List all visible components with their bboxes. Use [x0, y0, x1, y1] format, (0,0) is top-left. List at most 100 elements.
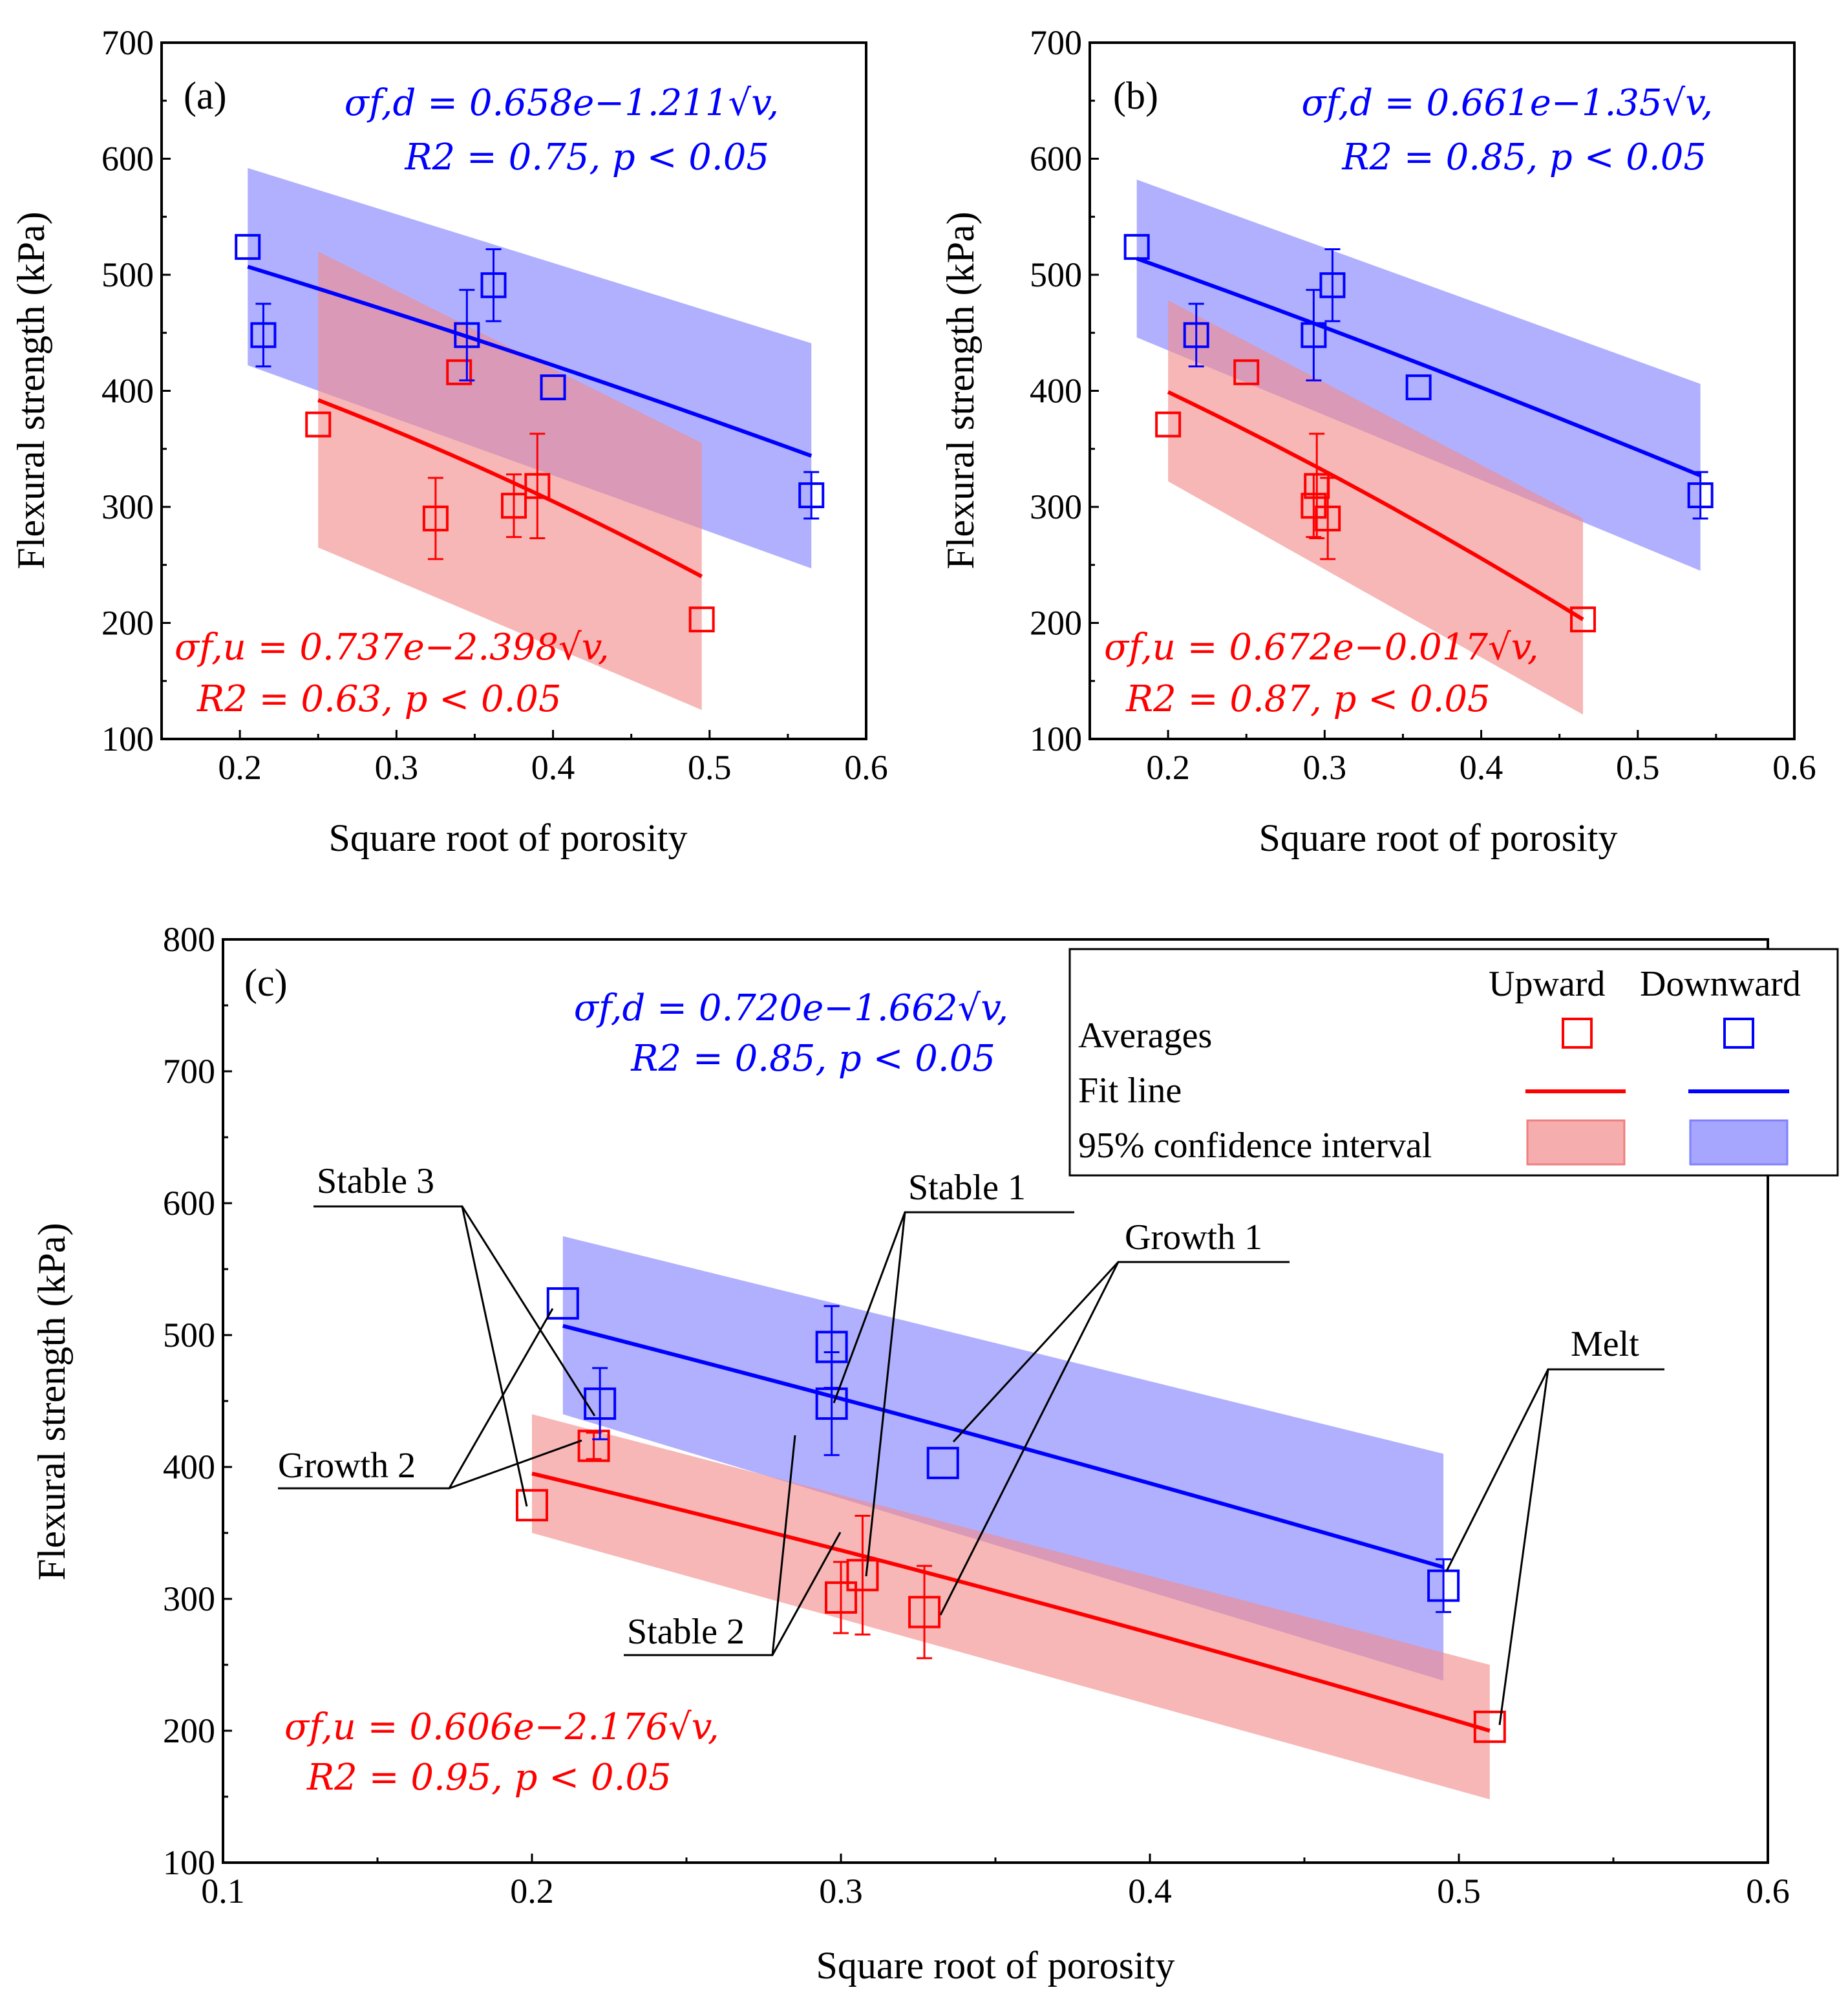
downward-average-point [584, 1367, 617, 1440]
upward-fit-line [1167, 390, 1584, 621]
panel-b-upward-equation: σf,u = 0.672e−0.017√v, [1104, 626, 1539, 669]
downward-average-point [250, 303, 277, 368]
panel-c-y-axis-label: Flexural strength (kPa) [30, 1223, 73, 1580]
downward-average-point [235, 233, 261, 260]
downward-average-point [798, 471, 825, 520]
downward-average-point [1319, 248, 1346, 323]
y-tick-label: 400 [101, 372, 154, 411]
upward-average-point [846, 1514, 879, 1636]
y-tick-label: 500 [163, 1316, 215, 1354]
average-marker [501, 493, 527, 519]
upward-average-point [446, 359, 473, 385]
downward-average-point [1123, 233, 1150, 260]
legend-row-averages: Averages [1078, 1016, 1212, 1056]
average-marker [1301, 322, 1327, 348]
panel-a-data-points [235, 233, 825, 633]
y-tick-label: 700 [163, 1052, 215, 1091]
legend-downward-average-marker [1723, 1018, 1754, 1049]
average-marker [235, 233, 261, 260]
panel-c-downward-equation: σf,d = 0.720e−1.662√v, [574, 987, 1008, 1029]
panel-b-chart: 0.2 0.3 0.4 0.5 0.6 100 200 300 400 500 600 700 (b)… [939, 23, 1816, 859]
average-marker [480, 272, 507, 299]
x-tick-label: 0.3 [375, 748, 419, 787]
downward-average-point [1405, 374, 1432, 401]
panel-c-chart: 0.1 0.2 0.3 0.4 0.5 0.6 100 200 300 400 500 600 700 8… [30, 920, 1839, 1987]
panel-c-x-axis-label: Square root of porosity [816, 1944, 1175, 1987]
y-tick-label: 800 [163, 920, 215, 959]
growth1-label: Growth 1 [1125, 1217, 1262, 1257]
average-marker [1183, 322, 1209, 348]
average-marker [1319, 272, 1346, 299]
growth2-leader-2 [449, 1439, 582, 1490]
x-tick-label: 0.2 [510, 1872, 554, 1910]
average-marker [516, 1489, 548, 1522]
x-tick-label: 0.1 [201, 1872, 245, 1910]
legend-col-upward: Upward [1489, 964, 1605, 1004]
upward-average-point [1473, 1710, 1506, 1743]
upward-average-point [688, 606, 715, 633]
growth1-leader-2 [939, 1261, 1120, 1616]
average-marker [1155, 411, 1182, 438]
y-tick-label: 700 [101, 23, 154, 62]
panel-c-data-points [516, 1287, 1506, 1743]
upward-average-point [422, 476, 449, 561]
y-tick-label: 600 [101, 140, 154, 178]
average-marker [524, 473, 551, 499]
stable2-leader-2 [771, 1435, 796, 1656]
y-tick-label: 500 [101, 255, 154, 294]
legend-col-downward: Downward [1640, 964, 1801, 1004]
panel-a-ticks: 0.2 0.3 0.4 0.5 0.6 100 200 300 400 500 600 700 [101, 23, 888, 787]
upward-average-point [1315, 476, 1341, 561]
panel-c-fit-lines [531, 1323, 1491, 1733]
average-marker [908, 1596, 941, 1629]
panel-c-confidence-bands [532, 1236, 1490, 1800]
x-tick-label: 0.3 [1303, 748, 1347, 787]
upward-confidence-band [532, 1414, 1490, 1800]
y-tick-label: 200 [1030, 604, 1082, 643]
x-tick-label: 0.4 [531, 748, 575, 787]
panel-c-annotations [278, 1205, 1664, 1726]
average-marker [1405, 374, 1432, 401]
y-tick-label: 600 [1030, 140, 1082, 178]
panel-c-ticks: 0.1 0.2 0.3 0.4 0.5 0.6 100 200 300 400 500 600 700 8… [163, 920, 1790, 1910]
y-tick-label: 400 [1030, 372, 1082, 411]
panel-b-ticks: 0.2 0.3 0.4 0.5 0.6 100 200 300 400 500 600 700 [1030, 23, 1816, 787]
upward-average-point [825, 1561, 857, 1634]
legend-upward-ci-swatch [1526, 1119, 1626, 1166]
y-tick-label: 100 [1030, 720, 1082, 758]
downward-average-point [540, 374, 566, 401]
downward-confidence-band [562, 1236, 1444, 1681]
y-tick-label: 400 [163, 1448, 215, 1486]
y-tick-label: 600 [163, 1184, 215, 1223]
average-marker [1123, 233, 1150, 260]
panel-b-data-points [1123, 233, 1714, 633]
panel-c-tag: (c) [244, 961, 288, 1004]
downward-average-point [546, 1287, 579, 1320]
average-marker [1473, 1710, 1506, 1743]
average-marker [1315, 505, 1341, 531]
panel-b-upward-r2: R2 = 0.87, p < 0.05 [1125, 678, 1491, 720]
melt-leader [1445, 1368, 1664, 1572]
upward-average-point [1233, 359, 1260, 385]
legend-downward-ci-swatch [1689, 1119, 1789, 1166]
y-tick-label: 500 [1030, 255, 1082, 294]
panel-b-y-axis-label: Flexural strength (kPa) [939, 211, 982, 569]
upward-average-point [305, 411, 332, 438]
average-marker [825, 1581, 857, 1614]
legend-row-ci: 95% confidence interval [1078, 1126, 1432, 1166]
average-marker [305, 411, 332, 438]
x-tick-label: 0.5 [1437, 1872, 1481, 1910]
panel-b-downward-equation: σf,d = 0.661e−1.35√v, [1301, 82, 1713, 124]
average-marker [815, 1387, 848, 1420]
average-marker [846, 1559, 879, 1592]
downward-average-point [480, 248, 507, 323]
y-tick-label: 200 [163, 1711, 215, 1750]
y-tick-label: 100 [101, 720, 154, 758]
stable3-leader-2 [461, 1206, 596, 1417]
panel-a-tag: (a) [184, 74, 227, 117]
downward-fit-line [1136, 257, 1701, 478]
panel-a-x-axis-label: Square root of porosity [329, 817, 688, 859]
panel-b-fit-lines [1136, 257, 1701, 621]
y-tick-label: 100 [163, 1843, 215, 1882]
